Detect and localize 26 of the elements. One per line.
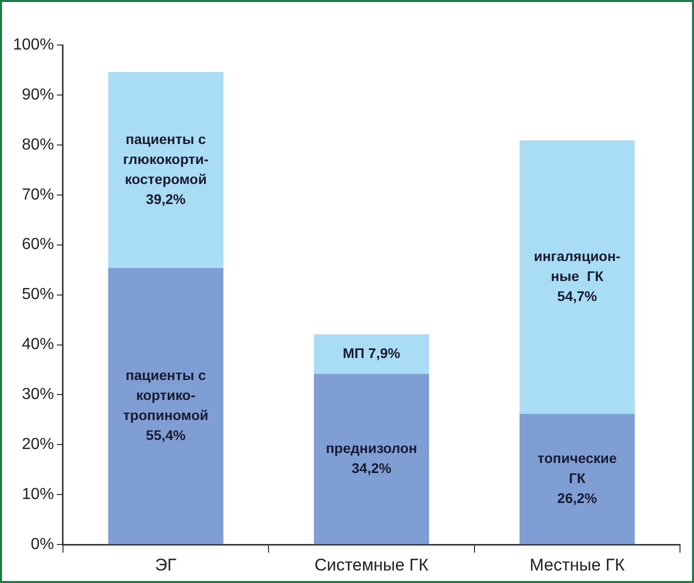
y-tick-label: 70%: [22, 186, 54, 204]
bar: [108, 72, 224, 268]
y-tick-label: 30%: [22, 386, 54, 404]
y-tick-label: 90%: [22, 86, 54, 104]
y-tick-label: 60%: [22, 236, 54, 254]
data-label: ингаляцион- ные ГК 54,7%: [534, 248, 621, 304]
bar: [520, 140, 635, 414]
y-tick-label: 20%: [22, 436, 54, 454]
x-tick-label: Местные ГК: [530, 555, 625, 574]
y-tick-label: 0%: [30, 536, 54, 554]
y-tick-label: 40%: [22, 336, 54, 354]
bar: [108, 268, 224, 544]
data-label: пациенты с кортико- тропиномой 55,4%: [123, 366, 208, 443]
data-label: пациенты с глюкокорти- костеромой 39,2%: [122, 130, 209, 207]
data-label: топические ГК 26,2%: [538, 450, 617, 506]
y-tick-label: 10%: [22, 486, 54, 504]
bar: [314, 374, 430, 544]
y-tick-label: 50%: [22, 286, 54, 304]
data-label: преднизолон 34,2%: [326, 440, 418, 476]
y-tick-label: 80%: [22, 136, 54, 154]
x-tick-label: Системные ГК: [314, 555, 429, 574]
x-tick-label: ЭГ: [155, 555, 176, 574]
bar: [520, 414, 635, 544]
bar: [314, 334, 430, 374]
y-tick-label: 100%: [13, 36, 54, 54]
data-label: МП 7,9%: [342, 344, 401, 361]
